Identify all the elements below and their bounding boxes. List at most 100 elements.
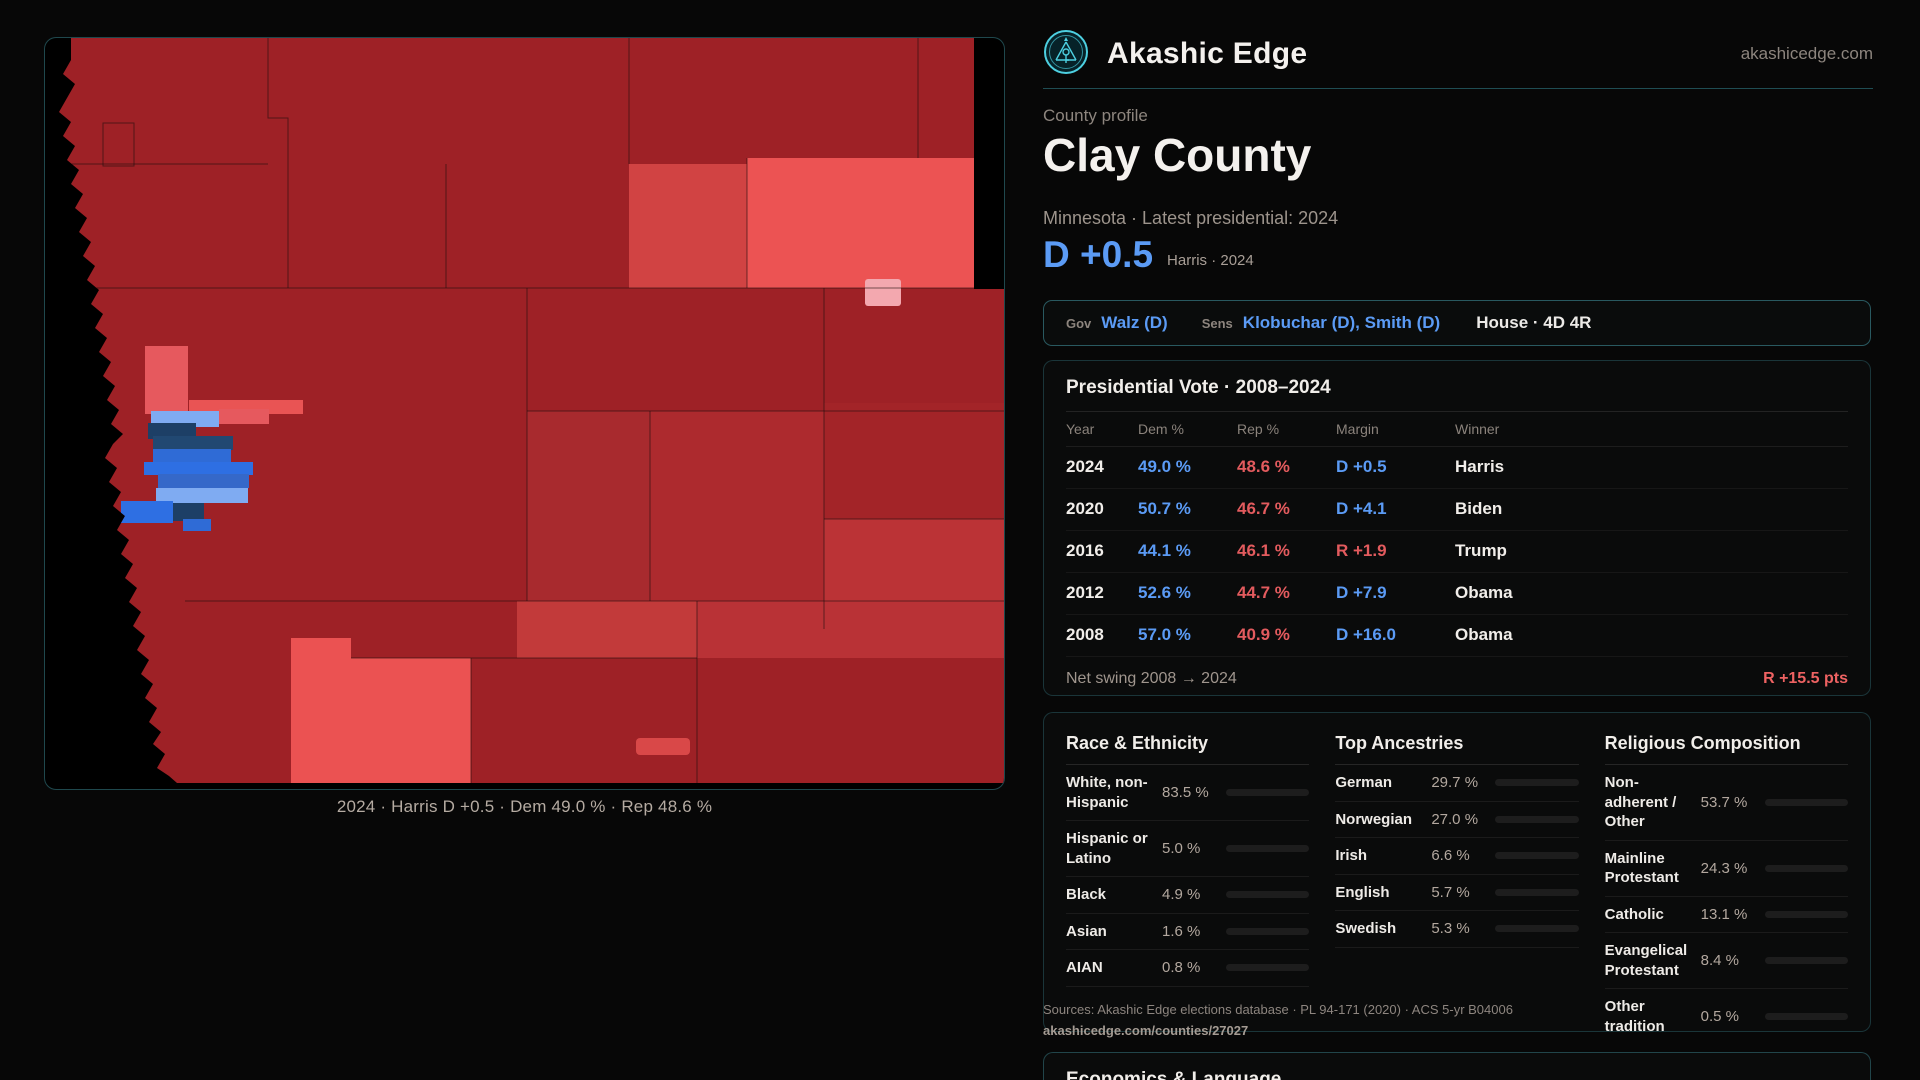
demographic-value: 1.6 % (1162, 922, 1201, 940)
demographic-bar (1764, 798, 1848, 806)
demographic-label: Norwegian (1335, 810, 1413, 828)
demographic-label: Swedish (1335, 920, 1397, 937)
header-divider (1043, 88, 1873, 89)
demographic-label: Irish (1335, 847, 1368, 864)
demographic-bar (1764, 864, 1848, 872)
demographic-value: 0.8 % (1162, 959, 1201, 977)
cell-rep: 46.1 % (1237, 541, 1290, 560)
gov-link[interactable]: Walz (D) (1101, 313, 1168, 332)
demographic-label: Non-adherent / Other (1604, 774, 1677, 830)
cell-dem: 44.1 % (1138, 541, 1191, 560)
net-swing-row: Net swing 2008 → 2024 R +15.5 pts (1066, 657, 1848, 701)
sources-line: Sources: Akashic Edge elections database… (1043, 1002, 1513, 1017)
demographic-row: Evangelical Protestant 8.4 % (1604, 933, 1848, 989)
demographic-value: 27.0 % (1431, 810, 1479, 828)
demographic-row: AIAN 0.8 % (1066, 950, 1310, 987)
demographic-value: 5.0 % (1162, 840, 1201, 857)
cell-dem: 50.7 % (1138, 499, 1191, 518)
cell-year: 2012 (1066, 583, 1104, 602)
county-profile-panel: Akashic Edge akashicedge.com County prof… (1043, 0, 1873, 1080)
sens-label: Sens (1201, 315, 1233, 331)
col-rep: Rep % (1237, 421, 1280, 437)
precinct-map[interactable] (44, 37, 1005, 790)
demographic-label: Catholic (1604, 905, 1664, 923)
demographic-bar (1495, 888, 1579, 896)
cell-winner: Obama (1455, 583, 1513, 602)
cell-winner: Harris (1455, 457, 1505, 476)
house-delegation: House · 4D 4R (1476, 313, 1592, 332)
presidential-vote-card: Presidential Vote · 2008–2024 Year Dem %… (1043, 360, 1871, 696)
demographic-row: Asian 1.6 % (1066, 914, 1310, 950)
demographic-row: Swedish 5.3 % (1335, 911, 1579, 948)
demographic-bar (1226, 964, 1310, 972)
cell-dem: 49.0 % (1138, 457, 1191, 476)
net-swing-label: Net swing 2008 → 2024 (1066, 670, 1237, 687)
cell-dem: 57.0 % (1138, 625, 1191, 644)
cell-rep: 44.7 % (1237, 583, 1290, 602)
demographic-value: 24.3 % (1700, 859, 1748, 877)
presidential-card-title: Presidential Vote · 2008–2024 (1066, 377, 1848, 412)
sens-link[interactable]: Klobuchar (D), Smith (D) (1242, 313, 1441, 332)
table-row: 2020 50.7 % 46.7 % D +4.1 Biden (1066, 489, 1848, 531)
demographic-value: 5.3 % (1431, 920, 1470, 938)
demographic-row: Hispanic or Latino 5.0 % (1066, 821, 1310, 877)
demographic-row: Irish 6.6 % (1335, 838, 1579, 875)
page-subtitle: Minnesota · Latest presidential: 2024 (1043, 208, 1339, 228)
table-row: 2024 49.0 % 48.6 % D +0.5 Harris (1066, 447, 1848, 489)
table-header-row: Year Dem % Rep % Margin Winner (1066, 412, 1848, 447)
demographic-value: 29.7 % (1431, 774, 1479, 792)
demographic-bar (1764, 1013, 1848, 1020)
demographic-label: German (1335, 774, 1393, 791)
demographics-card: Race & Ethnicity White, non-Hispanic 83.… (1043, 712, 1871, 1032)
cell-rep: 48.6 % (1237, 457, 1290, 476)
economics-card-title: Economics & Language (1066, 1069, 1282, 1080)
demographic-bar (1226, 789, 1310, 796)
demographic-label: Asian (1066, 922, 1107, 940)
demographic-row: Catholic 13.1 % (1604, 897, 1848, 933)
cell-margin: D +16.0 (1336, 625, 1397, 644)
demographic-value: 53.7 % (1700, 793, 1748, 811)
demographic-bar (1226, 845, 1310, 852)
officials-bar: Gov Walz (D) Sens Klobuchar (D), Smith (… (1043, 300, 1871, 346)
demographic-label: White, non-Hispanic (1066, 774, 1148, 811)
page-title: Clay County (1043, 129, 1312, 181)
county-url-link[interactable]: akashicedge.com/counties/27027 (1043, 1022, 1249, 1038)
demographic-row: English 5.7 % (1335, 875, 1579, 911)
demographic-value: 83.5 % (1162, 784, 1209, 801)
cell-margin: D +4.1 (1336, 499, 1387, 518)
sources-block: Sources: Akashic Edge elections database… (1043, 1000, 1513, 1042)
demographic-row: German 29.7 % (1335, 765, 1579, 802)
demographic-label: English (1335, 883, 1390, 901)
county-precinct-svg[interactable] (45, 38, 1004, 789)
demographic-value: 13.1 % (1700, 905, 1748, 923)
demographic-label: Mainline Protestant (1604, 849, 1679, 887)
col-year: Year (1066, 421, 1095, 437)
brand-logo-icon[interactable] (1043, 29, 1089, 80)
demographic-label: Other tradition (1604, 998, 1665, 1032)
col-winner: Winner (1455, 421, 1500, 437)
cell-winner: Trump (1455, 541, 1507, 560)
cell-year: 2016 (1066, 541, 1104, 560)
top-ancestries-section: Top Ancestries German 29.7 % Norwegian 2… (1335, 727, 1579, 1031)
headline-margin-context: Harris · 2024 (1167, 252, 1254, 269)
col-dem: Dem % (1138, 421, 1184, 437)
cell-winner: Obama (1455, 625, 1513, 644)
demographic-value: 0.5 % (1700, 1008, 1740, 1025)
demographic-row: Mainline Protestant 24.3 % (1604, 841, 1848, 897)
cell-year: 2024 (1066, 457, 1104, 476)
cell-year: 2008 (1066, 625, 1104, 644)
eyebrow-label: County profile (1043, 106, 1148, 125)
brand-name[interactable]: Akashic Edge (1107, 37, 1308, 70)
demographic-bar (1226, 927, 1310, 935)
cell-rep: 46.7 % (1237, 499, 1290, 518)
race-section-title: Race & Ethnicity (1066, 727, 1310, 765)
demographic-row: Black 4.9 % (1066, 877, 1310, 914)
headline-margin: D +0.5 (1043, 234, 1154, 275)
cell-margin: D +0.5 (1336, 457, 1387, 476)
table-row: 2016 44.1 % 46.1 % R +1.9 Trump (1066, 531, 1848, 573)
site-domain-link[interactable]: akashicedge.com (1740, 44, 1873, 63)
demographic-value: 6.6 % (1431, 847, 1470, 865)
demographic-value: 5.7 % (1431, 883, 1470, 901)
religious-composition-section: Religious Composition Non-adherent / Oth… (1604, 727, 1848, 1032)
demographic-bar (1764, 910, 1848, 918)
